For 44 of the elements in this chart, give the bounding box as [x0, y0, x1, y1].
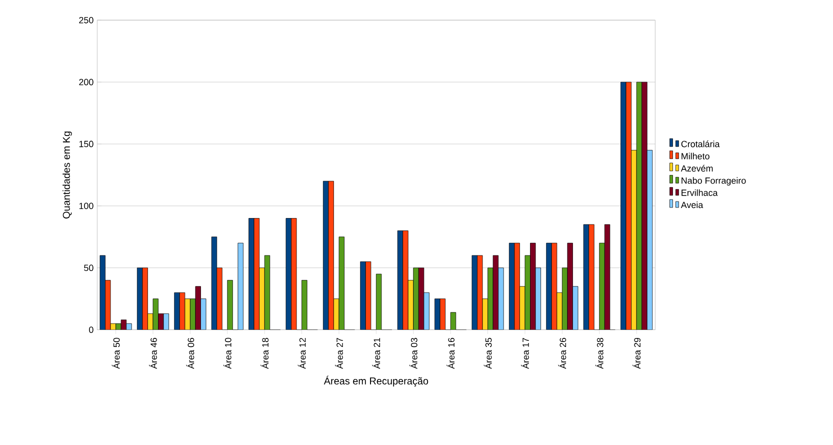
bar: [556, 292, 562, 330]
bar: [402, 230, 408, 330]
bar: [259, 268, 265, 330]
bar: [498, 268, 504, 330]
y-tick-label: 100: [79, 202, 94, 210]
legend-label: Ervilhaca: [682, 189, 718, 196]
x-tick-label: Área 46: [149, 338, 157, 369]
legend-label: Crotalária: [681, 140, 720, 148]
x-tick-label: Área 06: [186, 338, 194, 369]
x-tick-label: Área 17: [521, 338, 529, 369]
x-tick-label: Área 18: [260, 338, 269, 369]
bar: [184, 298, 190, 330]
x-tick-label: Área 35: [484, 338, 492, 369]
y-tick-label: 0: [89, 326, 94, 333]
x-tick-label: Área 27: [335, 338, 343, 369]
x-tick-label: Área 38: [595, 338, 604, 369]
x-tick-label: Área 21: [372, 338, 380, 369]
x-tick-label: Área 26: [558, 338, 566, 369]
x-tick-label: Área 29: [632, 338, 641, 369]
bar: [546, 242, 552, 330]
x-tick-label: Área 50: [112, 338, 120, 369]
bar: [216, 268, 222, 330]
legend-label: Aveia: [680, 202, 704, 208]
x-tick-label: Área 10: [223, 338, 232, 369]
bar: [599, 243, 605, 330]
bar: [413, 268, 419, 330]
y-axis-title: Quantidades em Kg: [62, 132, 72, 219]
x-axis-title: Áreas em Recuperação: [324, 376, 428, 387]
bar: [360, 261, 366, 330]
legend-label: Milheto: [682, 152, 710, 160]
y-tick-label: 150: [79, 140, 94, 148]
x-tick-label: Área 03: [409, 338, 418, 369]
bar: [174, 292, 180, 330]
y-tick-label: 200: [79, 78, 94, 86]
x-tick-label: Área 12: [298, 338, 306, 369]
bar: [642, 82, 648, 330]
bar: [588, 224, 594, 330]
bar: [424, 292, 430, 330]
legend-label: Azevém: [680, 164, 713, 172]
bar: [227, 280, 233, 330]
y-tick-label: 50: [84, 264, 94, 272]
legend-label: Nabo Forrageiro: [682, 177, 746, 186]
x-tick-label: Área 16: [446, 338, 455, 369]
y-tick-label: 250: [79, 17, 94, 24]
